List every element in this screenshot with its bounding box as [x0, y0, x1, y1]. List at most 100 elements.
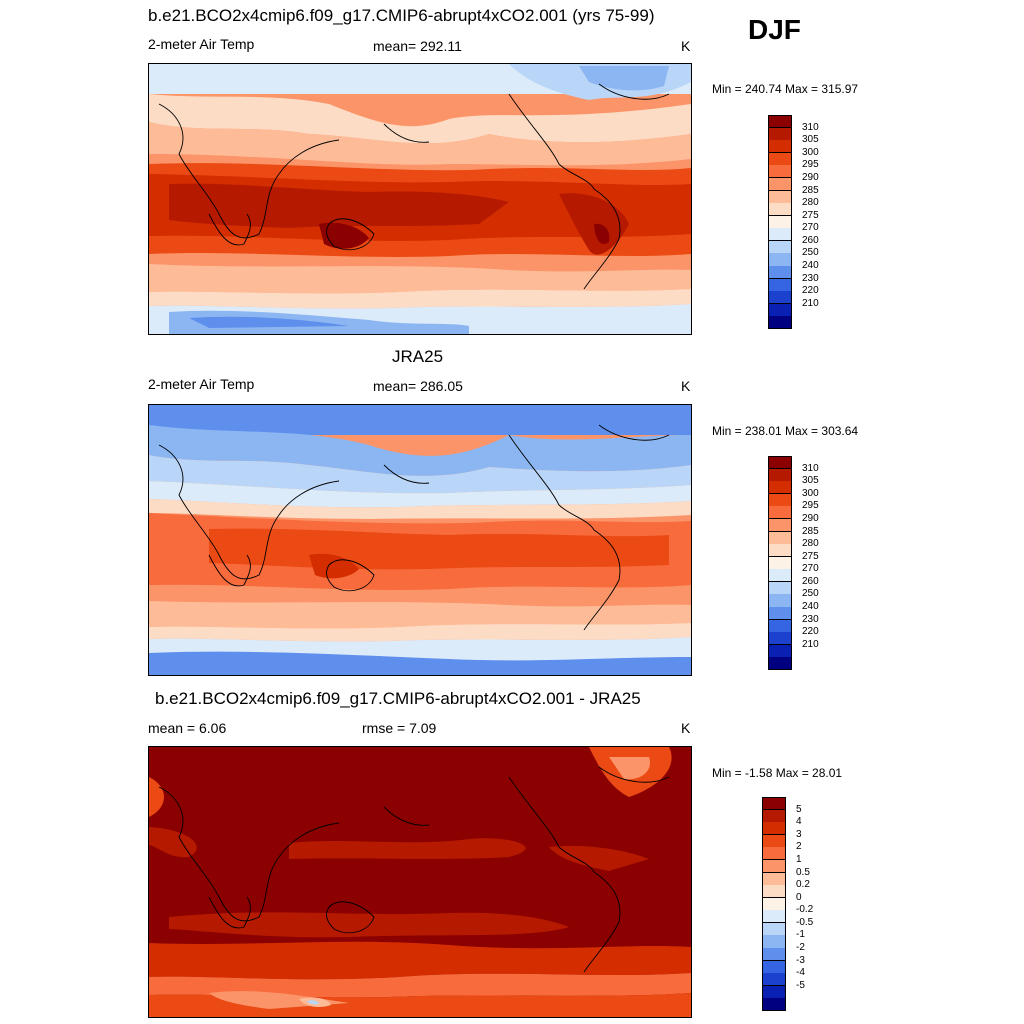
panel-obs-minmax: Min = 238.01 Max = 303.64: [712, 424, 859, 438]
colorbar-obs-swatch: [768, 632, 792, 646]
colorbar-diff-tick-label: -0.2: [796, 904, 814, 916]
colorbar-model-swatch: [768, 115, 792, 129]
panel-obs-mean: mean= 286.05: [373, 378, 463, 394]
colorbar-diff-swatch: [762, 922, 786, 936]
colorbar-diff-swatch: [762, 885, 786, 899]
colorbar-diff-tick-label: 0: [796, 891, 802, 903]
panel-obs-title: JRA25: [392, 347, 444, 366]
colorbar-obs-tick-label: 230: [802, 613, 819, 625]
colorbar-diff-swatch: [762, 897, 786, 911]
colorbar-diff-tick-label: -0.5: [796, 916, 814, 928]
colorbar-model-swatch: [768, 152, 792, 166]
season-label: DJF: [748, 14, 801, 45]
colorbar-diff-tick-label: -5: [796, 979, 805, 991]
colorbar-model-tick-label: 300: [802, 146, 819, 158]
colorbar-diff-tick-label: 4: [796, 816, 802, 828]
colorbar-diff-swatch: [762, 973, 786, 987]
colorbar-diff-tick-label: 0.2: [796, 879, 810, 891]
colorbar-diff-swatch: [762, 935, 786, 949]
colorbar-obs-tick-label: 300: [802, 487, 819, 499]
map-obs: [148, 404, 692, 676]
colorbar-obs-tick-label: 270: [802, 563, 819, 575]
colorbar-model-swatch: [768, 127, 792, 141]
colorbar-model-swatch: [768, 266, 792, 280]
colorbar-model-swatch: [768, 177, 792, 192]
colorbar-obs-swatch: [768, 569, 792, 583]
map-model-contours: [149, 64, 691, 334]
colorbar-obs-tick-label: 250: [802, 588, 819, 600]
map-diff: [148, 746, 692, 1018]
colorbar-obs-swatch: [768, 644, 792, 658]
colorbar-model-tick-label: 270: [802, 222, 819, 234]
map-obs-contours: [149, 405, 691, 675]
colorbar-obs-tick-label: 280: [802, 538, 819, 550]
colorbar-model-tick-label: 305: [802, 134, 819, 146]
colorbar-obs-swatch: [768, 518, 792, 533]
colorbar-model-tick-label: 295: [802, 159, 819, 171]
colorbar-obs-tick-label: 210: [802, 638, 819, 650]
colorbar-obs-swatch: [768, 544, 792, 558]
panel-diff-rmse: rmse = 7.09: [362, 720, 437, 736]
colorbar-diff-tick-label: 0.5: [796, 866, 810, 878]
panel-model-title: b.e21.BCO2x4cmip6.f09_g17.CMIP6-abrupt4x…: [148, 6, 655, 25]
colorbar-model-swatch: [768, 228, 792, 242]
panel-model-mean: mean= 292.11: [373, 38, 462, 54]
colorbar-diff-tick-label: -3: [796, 954, 805, 966]
colorbar-obs-swatch: [768, 607, 792, 621]
colorbar-model-swatch: [768, 140, 792, 154]
colorbar-diff: 5 4 3 2 1 0.5 0.2 0 -0.2 -0.5 -1 -2 -3 -4 -5: [762, 797, 813, 1012]
colorbar-model-tick-label: 250: [802, 247, 819, 259]
colorbar-diff-tick-label: -4: [796, 967, 805, 979]
colorbar-obs-tick-label: 295: [802, 500, 819, 512]
colorbar-obs-swatch: [768, 581, 792, 595]
colorbar-model-tick-label: 260: [802, 234, 819, 246]
colorbar-obs-swatch: [768, 468, 792, 482]
colorbar-diff-tick-label: 1: [796, 853, 802, 865]
colorbar-model-swatch: [768, 240, 792, 254]
colorbar-diff-tick-label: 5: [796, 803, 802, 815]
colorbar-model-swatch: [768, 215, 792, 229]
colorbar-diff-tick-label: -2: [796, 942, 805, 954]
colorbar-diff-tick-label: -1: [796, 929, 805, 941]
colorbar-model-tick-label: 240: [802, 260, 819, 272]
colorbar-model-swatch: [768, 278, 792, 292]
colorbar-obs-swatch: [768, 556, 792, 570]
colorbar-obs-swatch: [768, 456, 792, 470]
colorbar-model-tick-label: 285: [802, 184, 819, 196]
panel-diff-units: K: [681, 720, 691, 736]
colorbar-diff-swatch: [762, 834, 786, 848]
panel-model-units: K: [681, 38, 691, 54]
colorbar-diff-swatch: [762, 822, 786, 836]
colorbar-model-tick-label: 275: [802, 209, 819, 221]
map-model: [148, 63, 692, 335]
colorbar-model-swatch: [768, 253, 792, 267]
colorbar-diff-swatch: [762, 948, 786, 962]
colorbar-model-tick-label: 220: [802, 285, 819, 297]
panel-model-minmax: Min = 240.74 Max = 315.97: [712, 82, 859, 96]
colorbar-obs-tick-label: 275: [802, 550, 819, 562]
colorbar-model-swatch: [768, 165, 792, 179]
colorbar-model-tick-label: 210: [802, 297, 819, 309]
colorbar-obs-swatch: [768, 594, 792, 608]
colorbar-obs-swatch: [768, 506, 792, 520]
colorbar-model-tick-label: 230: [802, 272, 819, 284]
colorbar-model-swatch: [768, 316, 792, 330]
colorbar-obs-swatch: [768, 493, 792, 507]
colorbar-model-swatch: [768, 190, 792, 204]
colorbar-obs: 310 305 300 295 290 285 280 275 270 260 250 240 230 2…: [768, 456, 819, 671]
panel-obs-units: K: [681, 378, 691, 394]
colorbar-diff-swatch: [762, 797, 786, 811]
colorbar-model-swatch: [768, 203, 792, 217]
colorbar-diff-tick-label: 2: [796, 841, 802, 853]
colorbar-diff-swatch: [762, 859, 786, 874]
colorbar-obs-tick-label: 240: [802, 601, 819, 613]
colorbar-obs-swatch: [768, 531, 792, 545]
colorbar-diff-swatch: [762, 998, 786, 1012]
colorbar-model: 310 305 300 295 290 285 280 275 270 260 250 240 230 2…: [768, 115, 819, 330]
colorbar-obs-tick-label: 290: [802, 512, 819, 524]
colorbar-obs-tick-label: 305: [802, 475, 819, 487]
panel-obs-variable: 2-meter Air Temp: [148, 376, 255, 392]
colorbar-diff-swatch: [762, 910, 786, 924]
colorbar-obs-tick-label: 260: [802, 575, 819, 587]
panel-diff-title: b.e21.BCO2x4cmip6.f09_g17.CMIP6-abrupt4x…: [155, 689, 641, 708]
